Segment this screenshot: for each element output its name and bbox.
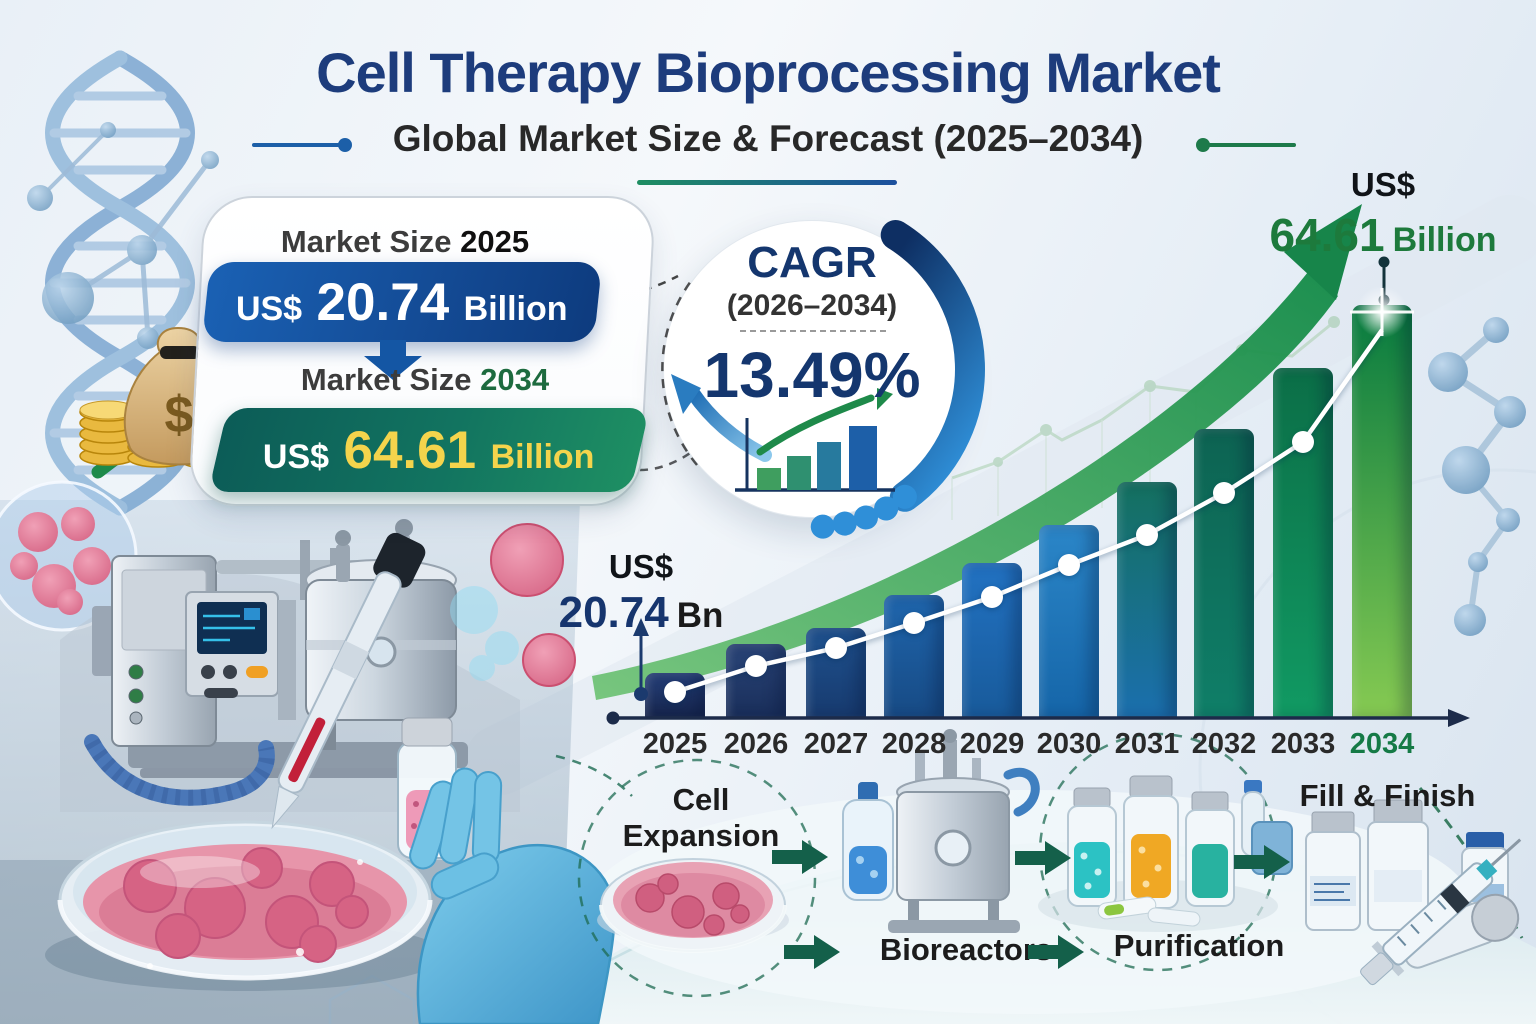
cagr-divider [740, 330, 886, 332]
market-size-2025-prefix: Market Size [280, 224, 461, 259]
market-size-2025-badge: US$ 20.74 Billion [201, 262, 603, 342]
process-step-fill-finish-image [1305, 799, 1522, 986]
process-arrow-icon [1028, 935, 1084, 969]
page-title: Cell Therapy Bioprocessing Market [316, 41, 1221, 104]
cagr-value: 13.49% [703, 339, 921, 411]
syringe-icon [1360, 838, 1522, 986]
glow-particles [450, 586, 519, 681]
bar-2031 [1117, 482, 1177, 718]
gloved-hand-illustration [397, 717, 616, 1024]
year-label-2025: 2025 [642, 728, 708, 760]
cagr-period: (2026–2034) [726, 289, 898, 322]
year-label-2030: 2030 [1036, 728, 1102, 760]
cell-sphere-illustration [0, 480, 167, 632]
badge-2025-unit: Billion [463, 289, 568, 328]
process-band-line [559, 850, 1191, 992]
page-subtitle: Global Market Size & Forecast (2025–2034… [392, 118, 1144, 159]
process-arrow-icon [1234, 845, 1290, 879]
start-annotation-currency: US$ [608, 548, 674, 585]
year-label-2027: 2027 [803, 728, 869, 760]
start-annotation-unit: Bn [676, 596, 724, 635]
end-annotation-connector [1378, 256, 1390, 306]
down-arrow-icon [364, 340, 422, 380]
process-arrow-icon [1015, 841, 1071, 875]
bar-2028 [884, 595, 944, 718]
hexagon-watermark [428, 918, 542, 1024]
bar-2032 [1194, 429, 1254, 718]
year-label-2033: 2033 [1270, 728, 1336, 760]
pipette-illustration [271, 532, 426, 830]
process-arrow-icon [784, 935, 840, 969]
start-annotation-value: 20.74 Bn [536, 588, 746, 638]
market-size-2034-label: Market Size 2034 [255, 362, 595, 398]
bar-2027 [806, 628, 866, 718]
floating-cell [490, 523, 564, 597]
lab-scene-backdrop [0, 500, 580, 1024]
market-size-2025-label: Market Size 2025 [235, 224, 575, 260]
badge-2034-value: 64.61 [343, 420, 477, 480]
market-size-2025-year: 2025 [460, 224, 530, 259]
lab-scene-floor [0, 860, 560, 1024]
end-annotation-currency: US$ [1350, 166, 1416, 203]
floating-cell [522, 633, 576, 687]
vial-in-hand [397, 717, 457, 859]
start-annotation-number: 20.74 [558, 588, 669, 637]
bar-2026 [726, 644, 786, 718]
subtitle-dot-left [338, 138, 352, 152]
dollar-symbol: $ [165, 386, 194, 444]
process-label-cell-expansion: Cell Expansion [622, 782, 780, 853]
bar-2029 [962, 563, 1022, 718]
end-annotation-unit: Billion [1392, 221, 1497, 259]
end-annotation-number: 64.61 [1269, 209, 1385, 261]
market-size-2034-prefix: Market Size [300, 362, 481, 397]
year-label-2028: 2028 [881, 728, 947, 760]
process-label-fill-finish: Fill & Finish [1299, 778, 1476, 813]
subtitle-decoration-right [1208, 143, 1296, 147]
petri-dish-illustration [45, 820, 445, 991]
process-arrow-icon [772, 840, 828, 874]
badge-2025-value: 20.74 [316, 272, 450, 332]
market-size-2034-year: 2034 [480, 362, 550, 397]
process-label-purification: Purification [1113, 928, 1285, 963]
end-annotation-value: 64.61 Billion [1238, 208, 1528, 262]
subtitle-decoration-left [252, 143, 340, 147]
bar-2033 [1273, 368, 1333, 718]
bar-2034 [1352, 305, 1412, 718]
subtitle-underline [637, 180, 897, 185]
year-label-2032: 2032 [1191, 728, 1257, 760]
bioprocessing-machine-illustration [60, 519, 520, 812]
hexagon-watermark [328, 974, 416, 1024]
market-size-2034-badge: US$ 64.61 Billion [208, 408, 650, 492]
year-label-2026: 2026 [723, 728, 789, 760]
molecule-cluster-right [1428, 317, 1526, 636]
year-label-2034: 2034 [1349, 728, 1415, 760]
badge-2034-unit: Billion [490, 437, 595, 476]
badge-2034-currency: US$ [263, 437, 330, 476]
bar-2025 [645, 673, 705, 718]
subtitle-dot-right [1196, 138, 1210, 152]
badge-2025-currency: US$ [236, 289, 303, 328]
cagr-label: CAGR [747, 238, 877, 287]
bar-2030 [1039, 525, 1099, 718]
